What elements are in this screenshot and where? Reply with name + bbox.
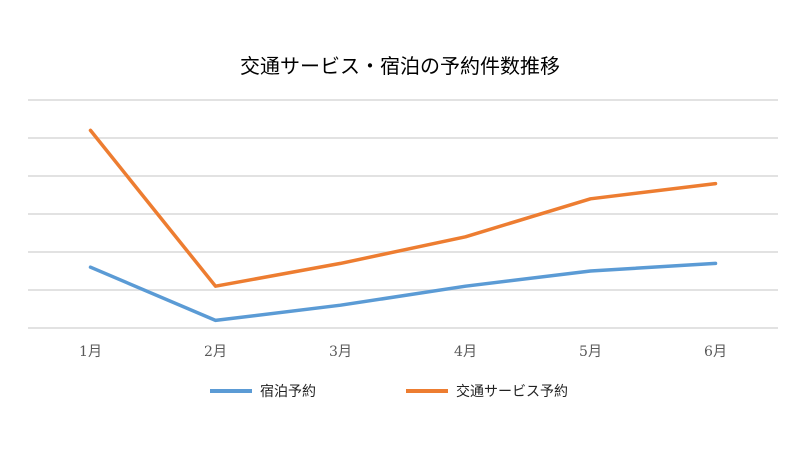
x-tick-label: 1月 bbox=[79, 344, 102, 360]
x-tick-label: 6月 bbox=[704, 344, 727, 360]
x-tick-label: 3月 bbox=[329, 344, 352, 360]
series-line bbox=[88, 128, 718, 288]
x-tick-label: 4月 bbox=[454, 344, 477, 360]
legend: 宿泊予約 交通サービス予約 bbox=[210, 383, 568, 400]
x-tick-label: 5月 bbox=[579, 344, 602, 360]
gridlines bbox=[28, 99, 778, 329]
x-axis-ticks: 1月 2月 3月 4月 5月 6月 bbox=[79, 344, 727, 360]
chart-title: 交通サービス・宿泊の予約件数推移 bbox=[240, 54, 560, 78]
legend-label: 交通サービス予約 bbox=[456, 383, 568, 400]
series-line bbox=[88, 261, 718, 323]
series-lines bbox=[88, 128, 718, 323]
x-tick-label: 2月 bbox=[204, 344, 227, 360]
legend-label: 宿泊予約 bbox=[260, 383, 316, 400]
